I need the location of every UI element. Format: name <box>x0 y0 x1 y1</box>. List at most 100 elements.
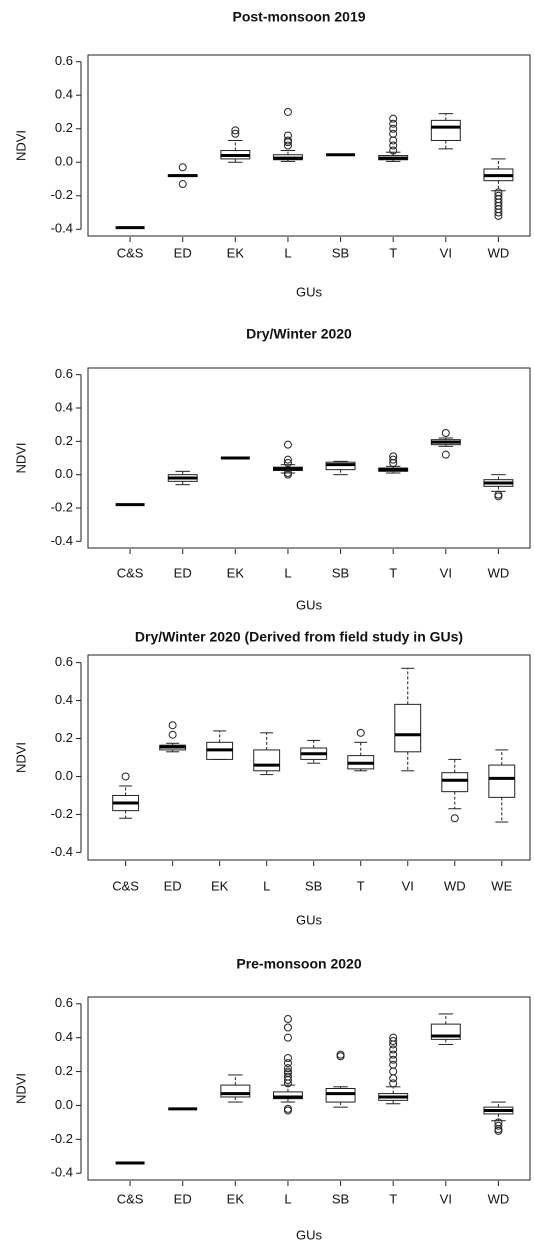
x-tick-label: EK <box>211 878 229 893</box>
y-tick-label: -0.4 <box>51 844 73 859</box>
outlier <box>441 450 450 459</box>
y-tick-label: 0.0 <box>55 768 73 783</box>
outlier <box>283 469 292 477</box>
box <box>272 1091 303 1100</box>
y-tick-label: 0.6 <box>55 654 73 669</box>
x-tick-label: ED <box>164 878 182 893</box>
outlier <box>121 772 130 781</box>
outlier <box>389 129 398 138</box>
outlier <box>283 1104 292 1113</box>
outlier <box>450 814 459 823</box>
x-tick-label: EK <box>227 565 245 580</box>
x-tick-label: C&S <box>117 1191 144 1206</box>
plot-frame <box>87 996 531 1181</box>
y-tick-label: 0.4 <box>55 692 73 707</box>
outlier <box>389 124 398 133</box>
outlier <box>283 107 292 116</box>
outlier <box>283 1059 292 1068</box>
y-tick-label: 0.6 <box>55 366 73 381</box>
box <box>253 749 281 772</box>
y-tick-label: -0.4 <box>51 221 73 236</box>
outlier <box>494 211 503 220</box>
x-tick-label: WE <box>491 878 512 893</box>
outlier <box>283 131 292 140</box>
outlier <box>389 119 398 128</box>
x-tick-label: EK <box>227 1191 245 1206</box>
x-tick-label: L <box>284 1191 291 1206</box>
y-tick-label: -0.2 <box>51 499 73 514</box>
chart-title: Dry/Winter 2020 (Derived from field stud… <box>135 629 463 645</box>
outlier <box>389 1045 398 1054</box>
x-tick-label: SB <box>332 245 349 260</box>
outlier <box>168 730 177 739</box>
x-tick-label: T <box>389 565 397 580</box>
outlier <box>178 163 187 172</box>
outlier <box>336 1052 345 1061</box>
outlier <box>283 1106 292 1115</box>
y-axis-label: NDVI <box>13 742 28 773</box>
y-tick-label: 0.2 <box>55 730 73 745</box>
outlier <box>336 1050 345 1059</box>
y-tick-label: 0.2 <box>55 433 73 448</box>
outlier <box>494 492 503 501</box>
x-tick-label: L <box>284 245 291 260</box>
outlier <box>283 1015 292 1024</box>
x-tick-label: T <box>357 878 365 893</box>
outlier <box>283 1067 292 1076</box>
x-axis-label: GUs <box>296 597 323 612</box>
outlier <box>441 429 450 437</box>
x-tick-label: VI <box>440 245 452 260</box>
outlier <box>283 455 292 464</box>
x-axis-label: GUs <box>296 912 323 927</box>
x-tick-label: SB <box>332 1191 349 1206</box>
outlier <box>283 1064 292 1073</box>
outlier <box>231 126 240 135</box>
outlier <box>283 1023 292 1032</box>
x-tick-label: WD <box>444 878 466 893</box>
outlier <box>389 1037 398 1046</box>
x-tick-label: EK <box>227 245 245 260</box>
y-tick-label: 0.0 <box>55 154 73 169</box>
y-tick-label: -0.2 <box>51 187 73 202</box>
y-tick-label: 0.4 <box>55 87 73 102</box>
x-tick-label: WD <box>488 565 510 580</box>
box <box>325 1088 356 1103</box>
outlier <box>283 141 292 150</box>
outlier <box>283 1033 292 1042</box>
x-tick-label: C&S <box>112 878 139 893</box>
plot-frame <box>87 54 531 237</box>
y-tick-label: 0.4 <box>55 1029 73 1044</box>
outlier <box>283 440 292 449</box>
box <box>488 764 516 798</box>
x-tick-label: T <box>389 245 397 260</box>
x-tick-label: ED <box>174 565 192 580</box>
outlier <box>178 180 187 189</box>
y-tick-label: 0.6 <box>55 53 73 68</box>
outlier <box>389 146 398 155</box>
outlier <box>389 141 398 150</box>
outlier <box>283 459 292 467</box>
x-tick-label: VI <box>402 878 414 893</box>
y-tick-label: -0.4 <box>51 533 73 548</box>
plot-frame <box>87 367 531 549</box>
outlier <box>494 1126 503 1135</box>
x-tick-label: C&S <box>117 245 144 260</box>
y-tick-label: -0.2 <box>51 806 73 821</box>
outlier <box>389 1033 398 1042</box>
y-tick-label: 0.2 <box>55 1063 73 1078</box>
x-tick-label: WD <box>488 245 510 260</box>
outlier <box>494 1121 503 1130</box>
box <box>430 119 461 141</box>
x-tick-label: ED <box>174 1191 192 1206</box>
x-axis-label: GUs <box>296 284 323 299</box>
outlier <box>168 721 177 730</box>
x-tick-label: C&S <box>117 565 144 580</box>
box <box>441 772 469 793</box>
outlier <box>389 1060 398 1069</box>
outlier <box>283 136 292 145</box>
outlier <box>356 728 365 737</box>
y-tick-label: 0.0 <box>55 466 73 481</box>
x-axis-label: GUs <box>296 1227 323 1242</box>
box <box>220 1084 251 1098</box>
y-tick-label: 0.2 <box>55 120 73 135</box>
